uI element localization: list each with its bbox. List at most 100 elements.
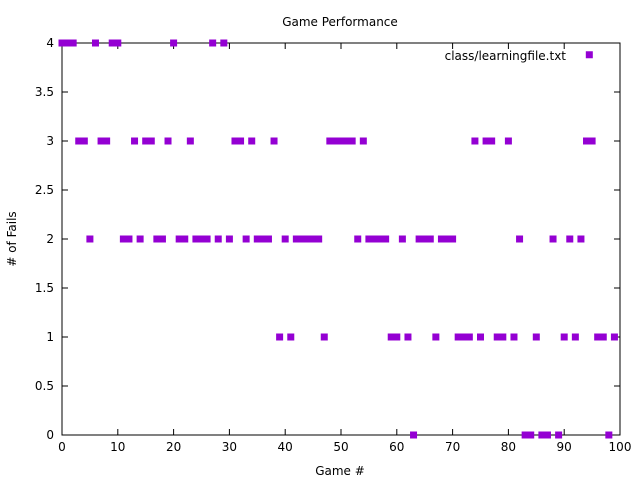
data-point xyxy=(264,235,272,243)
data-point xyxy=(203,235,211,243)
data-point xyxy=(69,39,77,47)
data-point xyxy=(437,235,445,243)
y-tick-label: 2.5 xyxy=(35,183,54,197)
data-point xyxy=(566,235,574,243)
data-point xyxy=(583,137,591,145)
data-point xyxy=(248,137,256,145)
data-point xyxy=(337,137,345,145)
y-tick-label: 4 xyxy=(46,36,54,50)
data-point xyxy=(75,137,83,145)
x-tick-label: 90 xyxy=(557,440,572,454)
data-point xyxy=(382,235,390,243)
data-point xyxy=(421,235,429,243)
data-point xyxy=(432,333,440,341)
data-point xyxy=(426,235,434,243)
y-tick-label: 3 xyxy=(46,134,54,148)
data-point xyxy=(488,137,496,145)
data-point xyxy=(298,235,306,243)
data-point xyxy=(147,137,155,145)
data-point xyxy=(259,235,267,243)
x-tick-label: 0 xyxy=(58,440,66,454)
data-point xyxy=(170,39,178,47)
y-tick-label: 3.5 xyxy=(35,85,54,99)
data-point xyxy=(320,333,328,341)
data-point xyxy=(131,137,139,145)
y-axis-label: # of Fails xyxy=(5,211,19,266)
data-point xyxy=(398,235,406,243)
x-axis-label: Game # xyxy=(315,464,365,478)
data-point xyxy=(543,431,551,439)
x-tick-label: 50 xyxy=(333,440,348,454)
data-point xyxy=(404,333,412,341)
data-point xyxy=(387,333,395,341)
data-point xyxy=(410,431,418,439)
data-point xyxy=(449,235,457,243)
data-point xyxy=(237,137,245,145)
data-point xyxy=(594,333,602,341)
data-point xyxy=(97,137,105,145)
y-tick-label: 0 xyxy=(46,428,54,442)
data-point xyxy=(220,39,228,47)
data-point xyxy=(460,333,468,341)
data-point xyxy=(376,235,384,243)
data-point xyxy=(504,137,512,145)
data-point xyxy=(443,235,451,243)
data-point xyxy=(610,333,618,341)
data-point xyxy=(276,333,284,341)
data-point xyxy=(181,235,189,243)
data-point xyxy=(198,235,205,243)
y-tick-label: 1 xyxy=(46,330,54,344)
data-point xyxy=(281,235,289,243)
data-point xyxy=(354,235,362,243)
data-point xyxy=(555,431,563,439)
data-point xyxy=(292,235,300,243)
data-point xyxy=(309,235,317,243)
data-point xyxy=(315,235,323,243)
legend-label: class/learningfile.txt xyxy=(445,49,567,63)
data-point xyxy=(359,137,367,145)
data-point xyxy=(253,235,261,243)
data-point xyxy=(164,137,172,145)
data-point xyxy=(231,137,239,145)
data-point xyxy=(209,39,217,47)
data-point xyxy=(142,137,150,145)
x-tick-label: 20 xyxy=(166,440,181,454)
data-point xyxy=(86,235,94,243)
data-point xyxy=(348,137,356,145)
data-point xyxy=(136,235,144,243)
data-point xyxy=(521,431,529,439)
data-point xyxy=(365,235,373,243)
data-point xyxy=(577,235,585,243)
data-point xyxy=(270,137,278,145)
data-point xyxy=(175,235,183,243)
data-point xyxy=(560,333,568,341)
data-point xyxy=(415,235,423,243)
x-tick-label: 40 xyxy=(278,440,293,454)
data-point xyxy=(91,39,99,47)
data-point xyxy=(482,137,490,145)
data-point xyxy=(326,137,334,145)
plot-area: 0 10 20 30 40 50 60 70 80 90 100 0 0.5 1 1.5 2 2.5 3 3.5 4 xyxy=(35,36,632,454)
data-point xyxy=(493,333,501,341)
data-point xyxy=(225,235,233,243)
data-point xyxy=(331,137,339,145)
chart-title: Game Performance xyxy=(282,15,398,29)
data-point xyxy=(119,235,127,243)
data-point xyxy=(304,235,312,243)
data-point xyxy=(499,333,507,341)
data-point xyxy=(465,333,473,341)
data-point xyxy=(454,333,462,341)
data-point xyxy=(108,39,116,47)
data-point xyxy=(343,137,351,145)
data-point xyxy=(510,333,518,341)
y-tick-label: 2 xyxy=(46,232,54,246)
data-point xyxy=(287,333,295,341)
data-point xyxy=(605,431,613,439)
data-point xyxy=(58,39,66,47)
data-point xyxy=(585,51,593,59)
data-point xyxy=(80,137,88,145)
plot-frame xyxy=(61,42,621,436)
data-point xyxy=(477,333,484,341)
data-point xyxy=(599,333,607,341)
